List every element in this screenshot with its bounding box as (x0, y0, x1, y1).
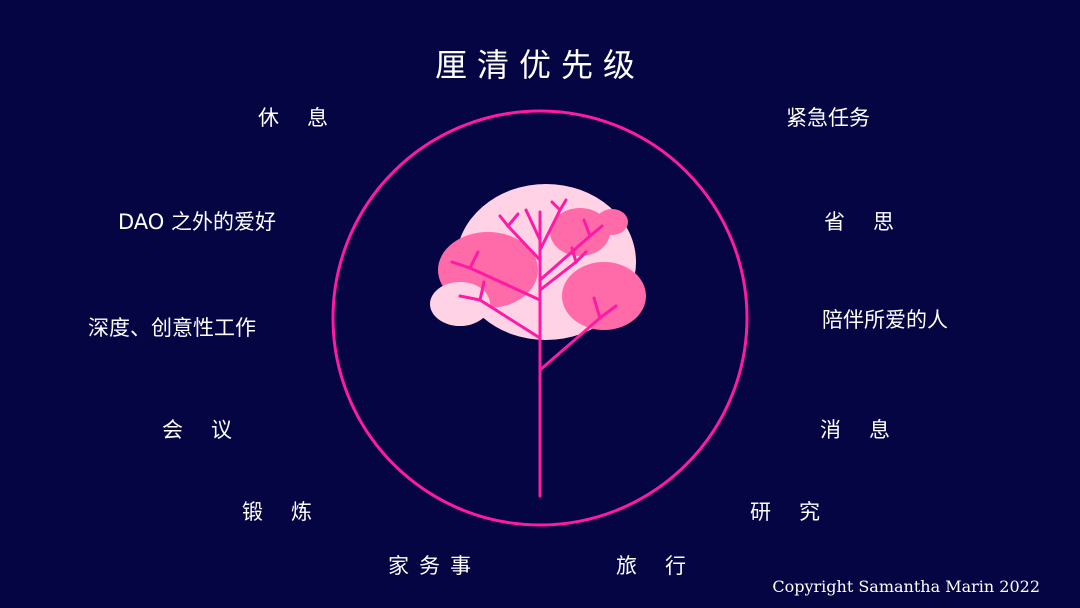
left-item-exercise: 锻炼 (242, 500, 340, 524)
right-item-urgent-tasks: 紧急任务 (786, 106, 870, 130)
right-item-travel: 旅行 (616, 554, 714, 578)
left-item-deep-work: 深度、创意性工作 (88, 316, 256, 340)
left-item-hobbies: DAO 之外的爱好 (118, 210, 277, 234)
tree-branches (450, 198, 618, 498)
copyright-text: Copyright Samantha Marin 2022 (772, 577, 1040, 596)
right-item-messages: 消息 (820, 418, 918, 442)
blossom-cloud (430, 184, 646, 340)
right-item-research: 研究 (750, 500, 848, 524)
left-item-chores: 家务事 (388, 554, 481, 578)
left-item-rest: 休息 (258, 106, 356, 130)
ring-circle (331, 109, 749, 527)
left-item-meetings: 会议 (162, 418, 260, 442)
right-item-loved-ones: 陪伴所爱的人 (822, 308, 948, 332)
right-item-reflection: 省思 (824, 210, 922, 234)
slide-title: 厘清优先级 (434, 46, 645, 84)
